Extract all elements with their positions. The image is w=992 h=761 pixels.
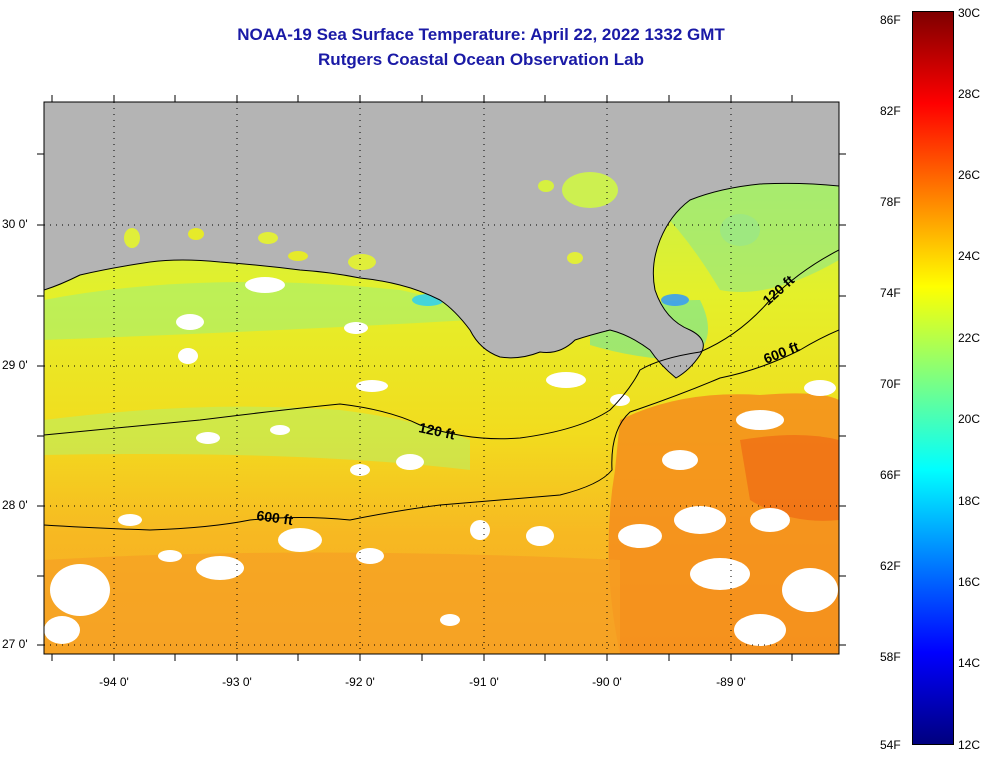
lon-label-94: -94 0' <box>99 675 129 689</box>
contour-120ft-east <box>769 249 839 301</box>
map-frame <box>43 101 840 655</box>
lon-label-93: -93 0' <box>222 675 252 689</box>
colorbar-label-30c: 30C <box>958 6 981 20</box>
lake-9 <box>720 214 760 246</box>
colorbar-label-20c: 20C <box>958 412 981 426</box>
lake-3 <box>124 228 140 248</box>
lat-label-28: 28 0' <box>2 498 28 512</box>
colorbar-label-62f: 62F <box>880 559 901 573</box>
cyan-spot-2 <box>661 294 689 306</box>
cool-band-120ft <box>44 406 470 470</box>
map-title: NOAA-19 Sea Surface Temperature: April 2… <box>237 25 725 44</box>
colorbar-label-58f: 58F <box>880 650 901 664</box>
contour-600ft <box>44 329 839 531</box>
lon-label-91: -91 0' <box>469 675 499 689</box>
land-mass <box>44 102 839 379</box>
lake-8 <box>188 228 204 240</box>
lon-label-90: -90 0' <box>592 675 622 689</box>
lat-label-27: 27 0' <box>2 637 28 651</box>
colorbar-label-66f: 66F <box>880 468 901 482</box>
warmest-water-region <box>740 435 839 521</box>
colorbar-label-22c: 22C <box>958 331 981 345</box>
colorbar-label-54f: 54F <box>880 738 901 752</box>
colorbar-label-26c: 26C <box>958 168 981 182</box>
lake-1 <box>562 172 618 208</box>
colorbar-label-18c: 18C <box>958 494 981 508</box>
colorbar-label-28c: 28C <box>958 87 981 101</box>
colorbar-label-12c: 12C <box>958 738 981 752</box>
colorbar-label-14c: 14C <box>958 656 981 670</box>
map-subtitle: Rutgers Coastal Ocean Observation Lab <box>318 50 644 69</box>
colorbar-label-74f: 74F <box>880 286 901 300</box>
colorbar-label-82f: 82F <box>880 104 901 118</box>
temperature-colorbar <box>912 11 954 745</box>
lake-7 <box>567 252 583 264</box>
lake-2 <box>538 180 554 192</box>
colorbar-label-16c: 16C <box>958 575 981 589</box>
lon-label-89: -89 0' <box>716 675 746 689</box>
lake-5 <box>288 251 308 261</box>
colorbar-label-78f: 78F <box>880 195 901 209</box>
contour-label-600ft-west: 600 ft <box>256 507 295 528</box>
lake-4 <box>258 232 278 244</box>
axis-ticks <box>37 95 846 661</box>
colorbar-label-70f: 70F <box>880 377 901 391</box>
lat-label-30: 30 0' <box>2 217 28 231</box>
lon-label-92: -92 0' <box>345 675 375 689</box>
colorbar-label-86f: 86F <box>880 13 901 27</box>
lake-6 <box>348 254 376 270</box>
warm-water-south <box>44 552 620 654</box>
cloud-mask <box>44 277 838 646</box>
lat-label-29: 29 0' <box>2 358 28 372</box>
contour-label-120ft-west: 120 ft <box>417 419 456 442</box>
colorbar-label-24c: 24C <box>958 249 981 263</box>
lat-lon-grid <box>44 102 839 654</box>
